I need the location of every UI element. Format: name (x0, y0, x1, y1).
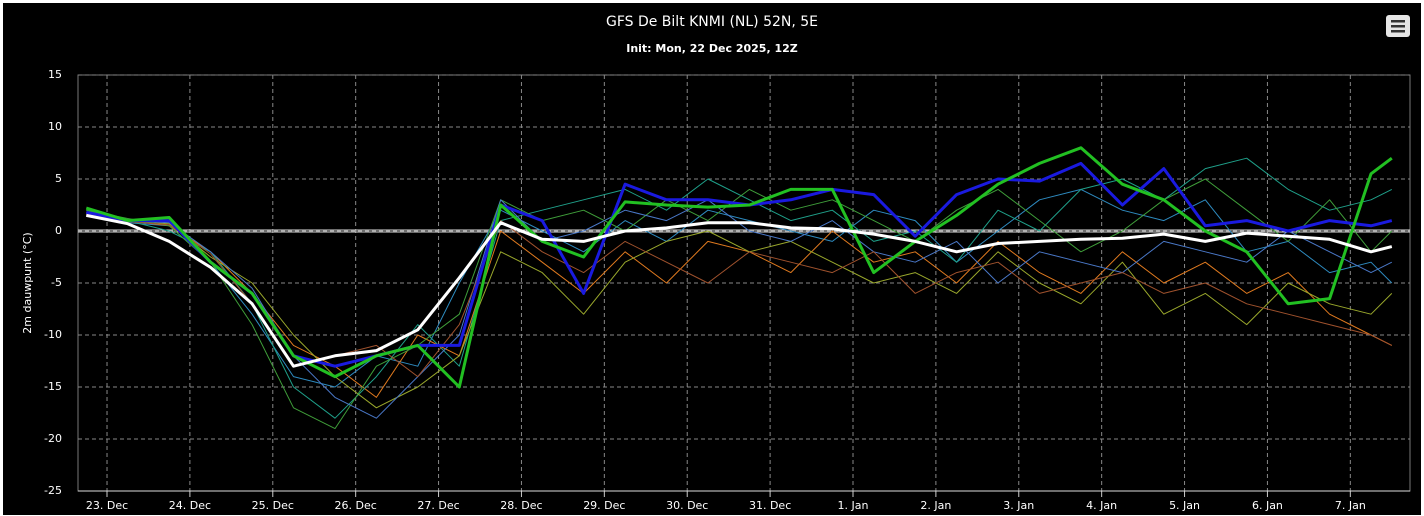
y-tick-label: -25 (44, 484, 62, 497)
y-tick-label: -10 (44, 328, 62, 341)
series-line (86, 199, 1393, 419)
x-tick-label: 31. Dec (749, 499, 791, 512)
y-tick-label: 5 (55, 172, 62, 185)
y-tick-label: -15 (44, 380, 62, 393)
y-tick-label: -5 (51, 276, 62, 289)
x-tick-label: 27. Dec (417, 499, 459, 512)
x-tick-label: 30. Dec (666, 499, 708, 512)
series-line (86, 213, 1393, 368)
y-tick-label: 10 (48, 120, 62, 133)
chart-title: GFS De Bilt KNMI (NL) 52N, 5E (606, 14, 818, 30)
x-tick-label: 3. Jan (1003, 499, 1034, 512)
y-tick-label: -20 (44, 432, 62, 445)
x-tick-label: 7. Jan (1335, 499, 1366, 512)
x-tick-label: 1. Jan (838, 499, 869, 512)
x-tick-label: 24. Dec (169, 499, 211, 512)
y-axis-label: 2m dauwpunt (°C) (21, 232, 34, 333)
y-tick-label: 15 (48, 68, 62, 81)
x-tick-label: 28. Dec (500, 499, 542, 512)
x-tick-label: 25. Dec (252, 499, 294, 512)
x-tick-label: 26. Dec (335, 499, 377, 512)
x-tick-label: 6. Jan (1252, 499, 1283, 512)
x-tick-label: 4. Jan (1086, 499, 1117, 512)
menu-button[interactable] (1386, 15, 1410, 37)
series-line (86, 178, 1393, 430)
y-tick-label: 0 (55, 224, 62, 237)
x-tick-label: 23. Dec (86, 499, 128, 512)
background (3, 3, 1421, 515)
series-line (86, 157, 1393, 419)
chart-subtitle: Init: Mon, 22 Dec 2025, 12Z (626, 42, 798, 55)
x-tick-label: 29. Dec (583, 499, 625, 512)
x-tick-label: 2. Jan (920, 499, 951, 512)
x-tick-label: 5. Jan (1169, 499, 1200, 512)
